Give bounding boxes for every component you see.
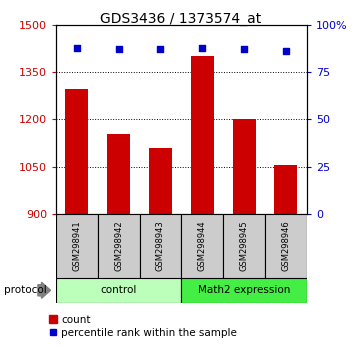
Point (241, 47, 247, 52)
Bar (191, 56, 214, 214)
Text: GSM298942: GSM298942 (114, 221, 123, 272)
Bar (274, 165, 297, 214)
Text: GSM298943: GSM298943 (156, 221, 165, 272)
Point (199, 45, 205, 50)
Text: GSM298941: GSM298941 (72, 221, 81, 272)
Bar (56, 278, 181, 303)
Point (158, 47, 164, 52)
Bar (98, 214, 140, 278)
Text: Math2 expression: Math2 expression (198, 285, 290, 295)
Text: control: control (100, 285, 137, 295)
FancyArrow shape (38, 282, 51, 298)
Bar (223, 214, 265, 278)
Bar (181, 214, 223, 278)
Bar (149, 148, 172, 214)
Bar (65, 90, 88, 214)
Legend: count, percentile rank within the sample: count, percentile rank within the sample (48, 315, 237, 338)
Text: GDS3436 / 1373574_at: GDS3436 / 1373574_at (100, 12, 261, 27)
Bar (107, 134, 130, 214)
Point (74, 45, 80, 50)
Point (116, 47, 122, 52)
Point (283, 48, 289, 54)
Text: GSM298946: GSM298946 (282, 221, 291, 272)
Text: GSM298944: GSM298944 (198, 221, 207, 272)
Bar (56, 214, 98, 278)
Bar (140, 214, 181, 278)
Text: protocol: protocol (4, 285, 46, 295)
Bar (232, 119, 256, 214)
Bar (265, 214, 307, 278)
Text: GSM298945: GSM298945 (240, 221, 249, 272)
Bar (181, 278, 307, 303)
